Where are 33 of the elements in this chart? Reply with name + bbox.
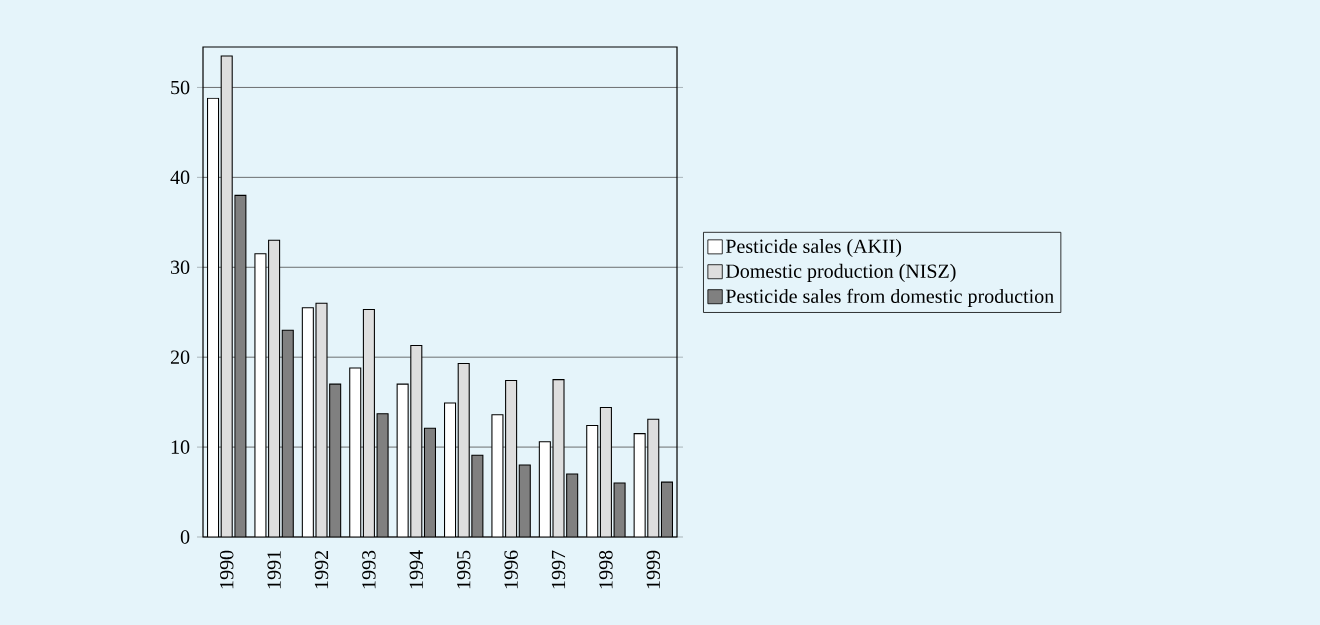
bar — [362, 308, 375, 537]
bar — [647, 418, 660, 537]
bar — [444, 402, 457, 537]
bar — [268, 239, 281, 537]
x-tick-label: 1999 — [646, 550, 661, 589]
bar — [410, 344, 423, 537]
bar — [207, 97, 220, 537]
x-tick-label: 1998 — [599, 550, 613, 589]
y-tick-label: 10 — [171, 440, 190, 454]
x-tick-label: 1993 — [362, 550, 376, 589]
x-tick-label: 1990 — [219, 550, 234, 589]
bar — [457, 362, 470, 537]
x-tick-label: 1991 — [267, 551, 281, 589]
x-tick-label: 1995 — [456, 550, 471, 589]
y-tick-label: 0 — [180, 530, 190, 544]
legend-label: Pesticide sales from domestic production — [725, 288, 1054, 308]
bar — [538, 441, 551, 537]
legend-label: Pesticide sales (AKII) — [725, 238, 902, 258]
x-tick-label: 1994 — [409, 550, 424, 589]
bar — [505, 380, 518, 537]
x-tick-label: 1992 — [314, 551, 329, 589]
bar — [220, 55, 233, 537]
x-tick-label: 1997 — [551, 550, 566, 589]
bar — [301, 307, 314, 537]
bar — [349, 367, 362, 537]
y-tick-label: 40 — [170, 170, 190, 185]
y-tick-label: 30 — [171, 260, 190, 275]
bar — [586, 424, 599, 537]
legend-label: Domestic production (NISZ) — [725, 263, 956, 282]
y-tick-label: 50 — [171, 80, 190, 95]
bar — [599, 406, 612, 537]
y-tick-label: 20 — [170, 350, 190, 364]
x-tick-label: 1996 — [504, 550, 518, 589]
